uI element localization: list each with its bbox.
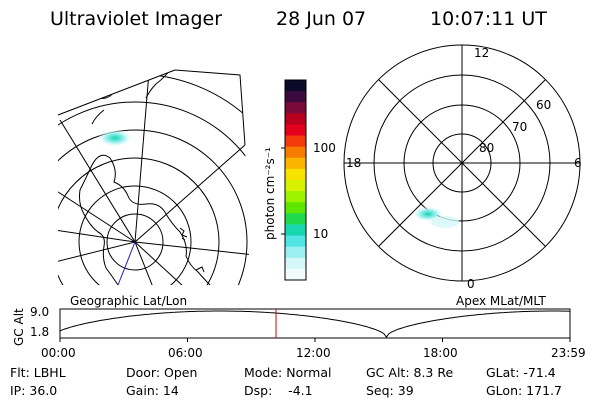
colorbar-band [285,91,306,103]
colorbar [285,80,306,281]
seq-status: Seq: 39 [366,383,414,398]
colorbar-band [285,268,306,281]
colorbar-band [285,146,306,159]
colorbar-band [285,246,306,259]
filter-status: Flt: LBHL [10,365,66,380]
mode-status: Mode: Normal [244,365,332,380]
mlt-label-12: 12 [474,46,490,60]
time-tick-2359: 23:59 [551,346,586,360]
mlt-label-0: 0 [467,277,475,291]
colorbar-band [285,124,306,137]
colorbar-band [285,191,306,203]
gain-status: Gain: 14 [126,383,179,398]
auroral-emission-spot [97,129,133,147]
gc-alt-status: GC Alt: 8.3 Re [366,365,454,380]
mlt-label-6: 6 [574,156,582,170]
mlt-label-18: 18 [346,156,362,170]
colorbar-band [285,135,306,148]
colorbar-band [285,213,306,225]
colorbar-band [285,168,306,181]
door-status: Door: Open [126,365,198,380]
altitude-ylabel: GC Alt [12,308,26,346]
observation-time: 10:07:11 UT [430,8,547,30]
dsp-status: Dsp: -4.1 [244,383,313,398]
altitude-ytick-min: 1.8 [30,325,50,339]
colorbar-unit-label: photon cm⁻²s⁻¹ [263,147,277,240]
time-tick-1200: 12:00 [296,346,331,360]
mlat-label-70: 70 [512,120,528,134]
instrument-title: Ultraviolet Imager [50,8,223,30]
colorbar-band [285,180,306,192]
colorbar-band [285,113,306,125]
mlat-label-80: 80 [479,141,495,155]
colorbar-band [285,235,306,248]
mlat-label-60: 60 [536,98,552,112]
altitude-plot [59,308,571,342]
time-tick-0600: 06:00 [168,346,203,360]
geographic-map [57,69,250,286]
colorbar-band [285,202,306,214]
polar-map [343,44,581,282]
ip-status: IP: 36.0 [10,383,58,398]
glon-status: GLon: 171.7 [486,383,562,398]
colorbar-band [285,80,306,92]
colorbar-band [285,102,306,114]
time-tick-1800: 18:00 [423,346,458,360]
colorbar-tick-100: 100 [313,141,336,155]
colorbar-band [285,224,306,237]
altitude-ytick-max: 9.0 [30,305,50,319]
glat-status: GLat: -71.4 [486,365,556,380]
colorbar-band [285,257,306,270]
time-tick-0000: 00:00 [41,346,76,360]
observation-date: 28 Jun 07 [276,8,367,30]
geographic-caption: Geographic Lat/Lon [70,294,188,308]
colorbar-tick-10: 10 [313,227,329,241]
colorbar-band [285,157,306,170]
polar-caption: Apex MLat/MLT [456,294,546,308]
